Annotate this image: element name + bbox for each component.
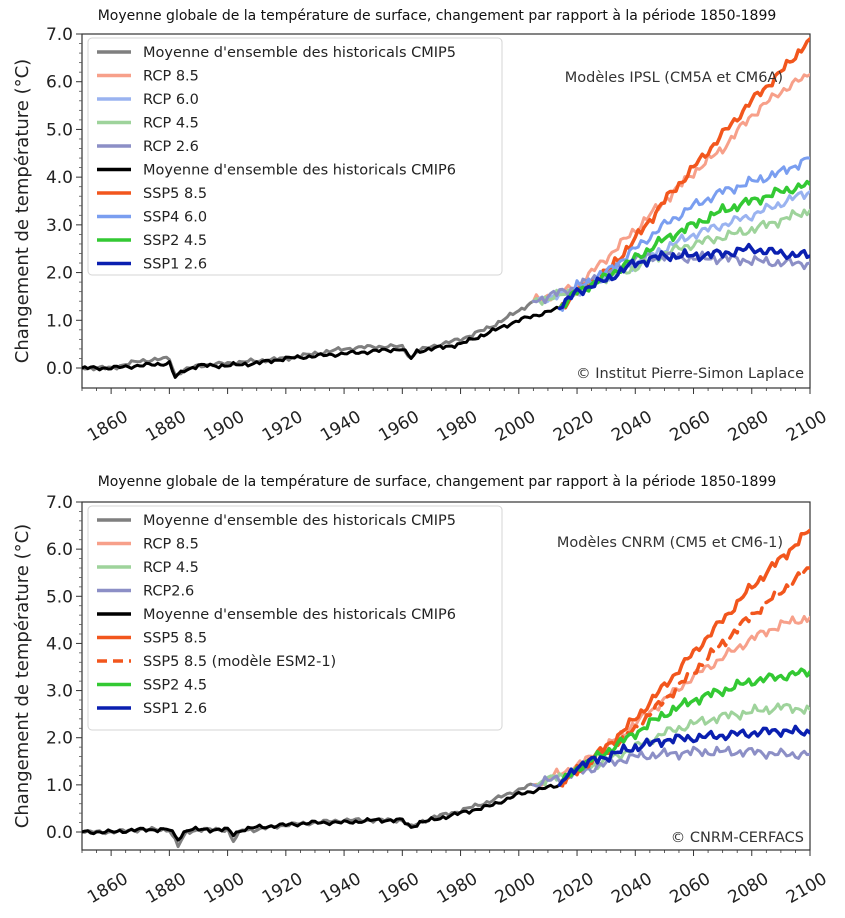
x-tick-label: 2100 <box>783 407 830 446</box>
legend-entry-label: RCP 6.0 <box>143 92 199 108</box>
x-tick-label: 1940 <box>317 869 364 908</box>
legend-entry-label: SSP1 2.6 <box>143 257 207 273</box>
legend-box <box>87 37 503 276</box>
x-tick-label: 1920 <box>259 869 306 908</box>
x-tick-label: 2040 <box>608 869 655 908</box>
model-annotation: Modèles CNRM (CM5 et CM6-1) <box>557 535 783 551</box>
y-tick-label: 0.0 <box>46 823 73 843</box>
legend-entry-label: SSP1 2.6 <box>143 701 207 717</box>
y-tick-label: 5.0 <box>46 120 73 140</box>
y-tick-label: 3.0 <box>46 682 73 702</box>
legend-entry-label: SSP2 4.5 <box>143 233 207 249</box>
x-tick-label: 1880 <box>142 869 189 908</box>
series-line <box>557 724 810 787</box>
legend-entry-label: RCP 4.5 <box>143 116 199 132</box>
y-tick-label: 1.0 <box>46 776 73 796</box>
chart-panel-ipsl: Moyenne globale de la température de sur… <box>12 8 831 446</box>
legend-entry-label: Moyenne d'ensemble des historicals CMIP6 <box>143 607 456 623</box>
model-annotation: Modèles IPSL (CM5A et CM6A) <box>565 70 783 86</box>
legend-entry-label: SSP2 4.5 <box>143 678 207 694</box>
legend-entry-label: Moyenne d'ensemble des historicals CMIP5 <box>143 45 456 61</box>
y-tick-label: 4.0 <box>46 634 73 654</box>
legend-entry-label: Moyenne d'ensemble des historicals CMIP6 <box>143 163 456 179</box>
series-line <box>558 156 810 312</box>
legend-entry-label: RCP 4.5 <box>143 560 199 576</box>
chart-panel-cnrm: Moyenne globale de la température de sur… <box>0 470 845 918</box>
series-line <box>82 783 562 842</box>
plot-area: 0.0 1.0 2.0 3.0 4.0 5.0 6.0 7.0 Changement de te… <box>12 25 831 446</box>
x-tick-label: 1980 <box>434 407 481 446</box>
x-tick-label: 1860 <box>84 869 131 908</box>
y-tick-label: 4.0 <box>46 168 73 188</box>
y-tick-label: 3.0 <box>46 216 73 236</box>
x-tick-label: 2080 <box>725 869 772 908</box>
series-line <box>557 528 810 788</box>
x-tick-label: 1920 <box>259 407 306 446</box>
y-tick-label: 6.0 <box>46 540 73 560</box>
legend-entry-label: Moyenne d'ensemble des historicals CMIP5 <box>143 513 456 529</box>
legend: Moyenne d'ensemble des historicals CMIP5… <box>87 505 503 731</box>
x-tick-label: 1880 <box>142 407 189 446</box>
y-tick-label: 0.0 <box>46 359 73 379</box>
series-line <box>531 190 810 305</box>
y-tick-label: 6.0 <box>46 73 73 93</box>
x-tick-label: 2000 <box>492 869 539 908</box>
series-lines <box>82 37 810 379</box>
legend-entry-label: RCP2.6 <box>143 584 194 600</box>
copyright-annotation: © Institut Pierre-Simon Laplace <box>576 366 804 382</box>
series-line <box>531 615 810 788</box>
series-line <box>557 242 810 311</box>
y-tick-label: 7.0 <box>46 493 73 513</box>
legend-entry-label: RCP 8.5 <box>143 69 199 85</box>
legend-entry-label: SSP5 8.5 <box>143 186 207 202</box>
x-tick-label: 1960 <box>375 407 422 446</box>
copyright-annotation: © CNRM-CERFACS <box>671 830 804 846</box>
x-tick-label: 1900 <box>201 407 248 446</box>
y-tick-label: 7.0 <box>46 25 73 45</box>
y-tick-label: 2.0 <box>46 264 73 284</box>
x-tick-label: 1940 <box>317 407 364 446</box>
y-axis-label: Changement de température (°C) <box>12 524 33 828</box>
x-tick-label: 2080 <box>725 407 772 446</box>
x-tick-label: 2020 <box>550 407 597 446</box>
x-tick-label: 1900 <box>201 869 248 908</box>
x-tick-label: 1980 <box>434 869 481 908</box>
x-tick-label: 1860 <box>84 407 131 446</box>
chart-title: Moyenne globale de la température de sur… <box>98 474 777 490</box>
chart-title: Moyenne globale de la température de sur… <box>98 8 777 24</box>
legend-entry-label: SSP4 6.0 <box>143 210 207 226</box>
chart-svg-ipsl: Moyenne globale de la température de sur… <box>12 8 831 446</box>
x-tick-label: 2020 <box>550 869 597 908</box>
legend-entry-label: RCP 8.5 <box>143 537 199 553</box>
legend-entry-label: SSP5 8.5 <box>143 631 207 647</box>
x-tick-label: 2100 <box>783 869 830 908</box>
legend-entry-label: RCP 2.6 <box>143 139 199 155</box>
x-tick-label: 2060 <box>667 869 714 908</box>
y-axis-label: Changement de température (°C) <box>12 59 33 363</box>
chart-svg-cnrm: Moyenne globale de la température de sur… <box>12 474 831 908</box>
series-line <box>557 179 810 311</box>
x-tick-label: 2000 <box>492 407 539 446</box>
legend: Moyenne d'ensemble des historicals CMIP5… <box>87 37 503 276</box>
x-tick-label: 1960 <box>375 869 422 908</box>
series-line <box>82 299 535 377</box>
y-tick-label: 5.0 <box>46 587 73 607</box>
legend-box <box>87 505 503 731</box>
series-line <box>557 566 810 787</box>
legend-entry-label: SSP5 8.5 (modèle ESM2-1) <box>143 654 336 670</box>
x-tick-label: 2060 <box>667 407 714 446</box>
x-tick-label: 2040 <box>608 407 655 446</box>
y-tick-label: 2.0 <box>46 729 73 749</box>
series-lines <box>82 528 810 849</box>
y-tick-label: 1.0 <box>46 311 73 331</box>
series-line <box>82 305 562 379</box>
plot-area: 0.0 1.0 2.0 3.0 4.0 5.0 6.0 7.0 Changement de te… <box>12 493 831 908</box>
